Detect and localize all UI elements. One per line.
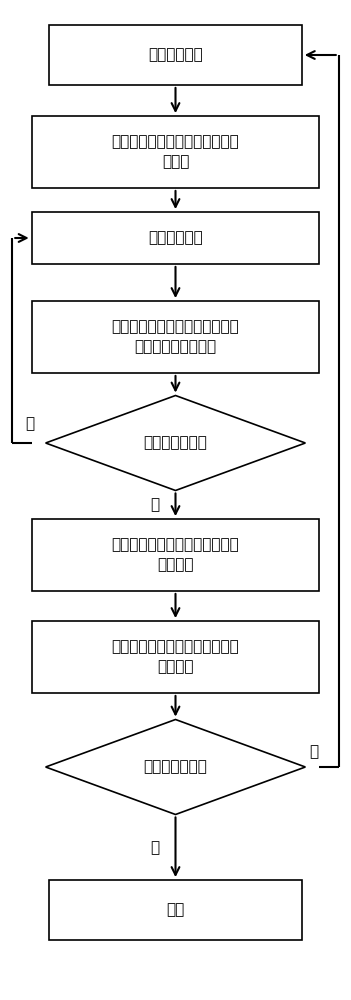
Bar	[32, 116, 319, 188]
Text: 否: 否	[150, 840, 159, 855]
Polygon shape	[46, 720, 305, 814]
Text: 是: 是	[25, 416, 34, 432]
Text: 滑动匹配，计算匹配度，得到最
高匹配度及对应位置: 滑动匹配，计算匹配度，得到最 高匹配度及对应位置	[112, 320, 239, 354]
Bar	[49, 880, 302, 940]
Text: 结束: 结束	[166, 902, 185, 918]
Polygon shape	[46, 395, 305, 490]
Text: 确定匹配度最高的托盘模板及对
应的位置: 确定匹配度最高的托盘模板及对 应的位置	[112, 538, 239, 572]
Text: 选择相关平面: 选择相关平面	[148, 47, 203, 62]
Bar	[32, 301, 319, 373]
Bar	[32, 621, 319, 693]
Text: 将相关平面从三维空间投影至二
维空间: 将相关平面从三维空间投影至二 维空间	[112, 135, 239, 169]
Text: 有其它相关平面: 有其它相关平面	[144, 760, 207, 774]
Text: 是: 是	[310, 744, 319, 760]
Text: 投影回三维空间，获得并保存其
空间坐标: 投影回三维空间，获得并保存其 空间坐标	[112, 640, 239, 674]
Bar	[32, 212, 319, 264]
Text: 有其它托盘模板: 有其它托盘模板	[144, 436, 207, 450]
Text: 选择托盘模板: 选择托盘模板	[148, 231, 203, 245]
Text: 否: 否	[150, 497, 159, 512]
Bar	[32, 519, 319, 591]
Bar	[49, 25, 302, 85]
